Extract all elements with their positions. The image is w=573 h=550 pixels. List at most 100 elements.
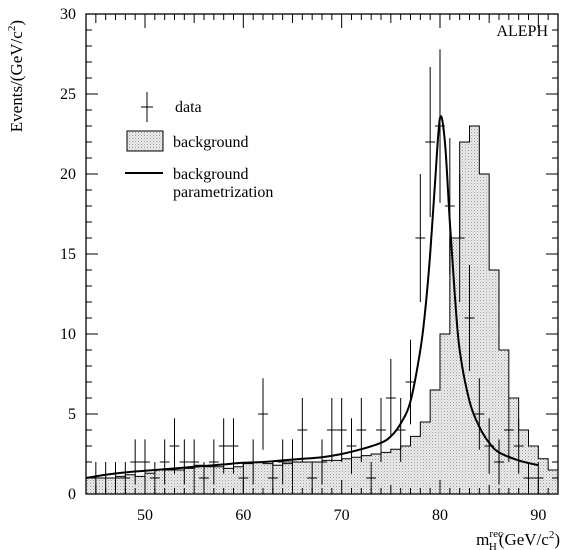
background-bar xyxy=(538,458,549,494)
data-point xyxy=(395,398,406,462)
background-bar xyxy=(174,470,185,494)
x-label-sup: rec xyxy=(489,528,503,540)
data-point xyxy=(140,439,150,485)
data-point xyxy=(130,439,141,485)
background-bar xyxy=(164,470,175,494)
background-bar xyxy=(125,474,136,494)
legend-background-swatch xyxy=(126,130,164,152)
y-axis-label: Events/(GeV/c2) xyxy=(6,20,26,132)
data-point xyxy=(326,398,337,462)
background-bar xyxy=(449,238,460,494)
data-point xyxy=(435,49,445,203)
background-bar xyxy=(194,465,204,494)
y-label-suffix: ) xyxy=(7,20,26,26)
background-bar xyxy=(243,463,254,494)
legend-data-label: data xyxy=(175,99,202,116)
y-tick-label: 5 xyxy=(68,406,76,423)
data-point xyxy=(356,398,367,462)
x-label-unit-exp: 2 xyxy=(549,529,555,541)
y-tick-label: 10 xyxy=(60,326,76,343)
legend-background-label: background xyxy=(173,134,249,151)
data-point xyxy=(484,418,495,474)
background-bar xyxy=(86,478,96,494)
background-bar xyxy=(469,126,480,494)
data-point xyxy=(444,138,455,274)
background-bar xyxy=(371,454,381,494)
data-point xyxy=(336,398,347,462)
data-point xyxy=(228,418,239,474)
background-bar xyxy=(440,334,450,494)
x-tick-label: 90 xyxy=(530,507,546,524)
x-tick-label: 70 xyxy=(334,507,350,524)
background-bar xyxy=(223,468,234,494)
data-point xyxy=(346,418,357,474)
data-point xyxy=(297,398,308,462)
background-bar xyxy=(410,436,421,494)
data-point xyxy=(464,264,475,372)
data-point xyxy=(159,439,170,485)
background-bar xyxy=(430,390,440,494)
background-bar xyxy=(105,478,116,494)
background-bar xyxy=(351,457,362,494)
data-point xyxy=(503,398,514,462)
background-bar xyxy=(282,463,293,494)
data-point xyxy=(317,439,327,485)
background-bar xyxy=(420,422,431,494)
background-bar xyxy=(479,174,490,494)
data-point xyxy=(405,339,416,425)
y-label-exp: 2 xyxy=(6,26,18,32)
data-point xyxy=(494,439,504,485)
y-tick-label: 20 xyxy=(60,166,76,183)
data-point xyxy=(513,418,524,474)
data-point xyxy=(415,174,426,302)
background-bar xyxy=(292,462,303,494)
background-bar xyxy=(459,142,470,494)
x-tick-label: 50 xyxy=(137,507,153,524)
data-point xyxy=(218,418,229,474)
background-bar xyxy=(135,476,145,494)
legend-param-label-2: parametrization xyxy=(173,184,273,201)
data-point xyxy=(474,378,485,450)
background-bar xyxy=(272,465,283,494)
background-bar xyxy=(233,466,244,494)
background-bar xyxy=(263,463,273,494)
x-label-unit: (GeV/c xyxy=(499,530,549,549)
background-bar xyxy=(322,460,332,494)
background-bar xyxy=(331,460,342,494)
background-bar xyxy=(548,470,558,494)
y-label-main: Events/(GeV/c xyxy=(7,31,26,132)
data-point xyxy=(385,358,396,438)
data-point xyxy=(287,439,298,485)
x-label-unit-suffix: ) xyxy=(554,530,560,549)
data-point xyxy=(248,439,259,485)
background-bar xyxy=(390,449,401,494)
background-bar xyxy=(145,473,155,494)
data-point xyxy=(169,418,180,474)
background-bar xyxy=(204,466,214,494)
y-tick-label: 30 xyxy=(60,6,76,23)
x-label-main: m xyxy=(476,530,489,549)
data-point xyxy=(277,439,288,485)
experiment-label: ALEPH xyxy=(496,23,548,40)
y-tick-label: 15 xyxy=(60,246,76,263)
parametrization-curve xyxy=(85,115,539,479)
legend-param-label-1: background xyxy=(173,166,249,183)
background-bar xyxy=(499,350,509,494)
background-bar xyxy=(489,270,499,494)
data-point xyxy=(179,439,190,485)
background-bar xyxy=(528,446,539,494)
x-tick-label: 80 xyxy=(432,507,448,524)
plot-area xyxy=(85,49,559,494)
background-bar xyxy=(213,466,224,494)
data-point xyxy=(376,398,386,462)
background-bar xyxy=(154,470,165,494)
data-point xyxy=(189,439,200,485)
background-bar xyxy=(95,478,106,494)
axes: 0 5 10 15 20 25 30 50 60 70 80 90 xyxy=(60,6,559,524)
x-label-sub: H xyxy=(489,541,497,550)
x-tick-label: 60 xyxy=(235,507,251,524)
background-bar xyxy=(400,446,411,494)
data-point xyxy=(208,439,219,485)
